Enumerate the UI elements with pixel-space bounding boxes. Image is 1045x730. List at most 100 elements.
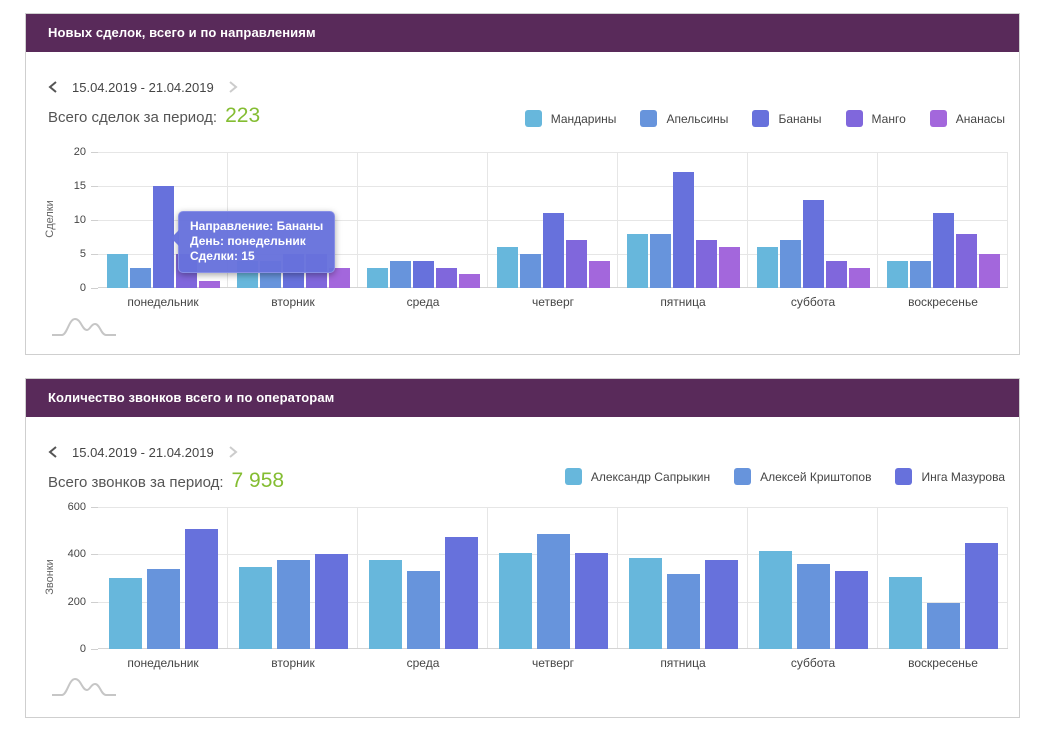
mini-chart-icon[interactable]: [48, 314, 120, 340]
y-tick-mark: [91, 507, 98, 508]
bar-Алексей Криштопов-пятница[interactable]: [666, 574, 700, 649]
legend-swatch: [752, 110, 770, 127]
x-gridline: [1007, 507, 1008, 648]
bar-Инга Мазурова-вторник[interactable]: [314, 554, 348, 649]
date-range-label: 15.04.2019 - 21.04.2019: [72, 444, 214, 460]
bar-Инга Мазурова-среда[interactable]: [444, 536, 478, 649]
bar-Мандарины-понедельник[interactable]: [106, 254, 128, 288]
mini-chart-icon[interactable]: [48, 674, 120, 700]
bar-Ананасы-среда[interactable]: [458, 274, 480, 288]
legend-swatch: [564, 468, 582, 485]
legend-item-Апельсины[interactable]: Апельсины: [640, 110, 728, 127]
bar-Александр Сапрыкин-четверг[interactable]: [498, 553, 532, 649]
bar-Апельсины-пятница[interactable]: [649, 233, 671, 288]
legend-swatch: [524, 110, 542, 127]
bar-Манго-суббота[interactable]: [825, 260, 847, 288]
legend-item-Ананасы[interactable]: Ананасы: [929, 110, 1005, 127]
bar-Ананасы-воскресенье[interactable]: [978, 254, 1000, 288]
x-gridline: [747, 152, 748, 287]
bar-Мандарины-четверг[interactable]: [496, 247, 518, 288]
bar-Ананасы-пятница[interactable]: [718, 247, 740, 288]
legend-item-Инга Мазурова[interactable]: Инга Мазурова: [895, 468, 1005, 485]
bar-Инга Мазурова-пятница[interactable]: [704, 560, 738, 649]
y-tick-mark: [91, 186, 98, 187]
bar-Апельсины-четверг[interactable]: [519, 254, 541, 288]
bar-Бананы-среда[interactable]: [412, 260, 434, 288]
bar-Алексей Криштопов-суббота[interactable]: [796, 563, 830, 649]
bar-Манго-пятница[interactable]: [695, 240, 717, 288]
legend-label: Апельсины: [666, 111, 729, 126]
legend-item-Манго[interactable]: Манго: [845, 110, 906, 127]
bar-Алексей Криштопов-вторник[interactable]: [276, 560, 310, 649]
y-tick-mark: [91, 288, 98, 289]
bar-Инга Мазурова-понедельник[interactable]: [184, 529, 218, 649]
x-gridline: [617, 507, 618, 648]
y-tick-mark: [91, 152, 98, 153]
bar-Манго-среда[interactable]: [435, 267, 457, 288]
legend-item-Бананы[interactable]: Бананы: [752, 110, 822, 127]
bar-Алексей Криштопов-среда[interactable]: [406, 570, 440, 649]
bar-Бананы-воскресенье[interactable]: [932, 213, 954, 288]
summary-value: 7 958: [231, 469, 285, 492]
summary-label: Всего сделок за период:: [48, 109, 218, 126]
bar-Бананы-четверг[interactable]: [542, 213, 564, 288]
bar-Ананасы-четверг[interactable]: [588, 260, 610, 288]
legend-item-Мандарины[interactable]: Мандарины: [524, 110, 616, 127]
chevron-left-icon: [48, 446, 57, 458]
bar-Александр Сапрыкин-пятница[interactable]: [628, 557, 662, 649]
y-gridline: [98, 507, 1008, 508]
bar-Мандарины-суббота[interactable]: [756, 247, 778, 288]
y-tick-label: 0: [79, 282, 86, 294]
y-tick-label: 0: [79, 643, 86, 655]
plot-area: 0 200 400 600 Звонки понедельник вторник среда ч…: [44, 501, 1008, 670]
bar-Алексей Криштопов-четверг[interactable]: [536, 534, 570, 649]
summary-value: 223: [225, 104, 261, 127]
x-category-label: четверг: [532, 295, 574, 309]
prev-period-button[interactable]: [48, 445, 58, 459]
legend-swatch: [734, 468, 752, 485]
bar-Инга Мазурова-четверг[interactable]: [574, 553, 608, 649]
bar-Ананасы-суббота[interactable]: [848, 267, 870, 288]
bar-Бананы-суббота[interactable]: [802, 199, 824, 288]
bar-Манго-четверг[interactable]: [565, 240, 587, 288]
chart-tooltip: Направление: Бананы День: понедельник Сд…: [171, 211, 336, 273]
bar-Ананасы-понедельник[interactable]: [198, 281, 220, 288]
bar-Бананы-пятница[interactable]: [672, 172, 694, 288]
bar-Александр Сапрыкин-среда[interactable]: [368, 560, 402, 649]
next-period-button[interactable]: [228, 445, 238, 459]
bar-Апельсины-понедельник[interactable]: [129, 267, 151, 288]
legend: Мандарины Апельсины Бананы Манго Ананасы: [524, 110, 1005, 127]
bar-Апельсины-среда[interactable]: [389, 260, 411, 288]
bar-Инга Мазурова-воскресенье[interactable]: [964, 542, 998, 649]
next-period-button[interactable]: [228, 80, 238, 94]
bar-Инга Мазурова-суббота[interactable]: [834, 570, 868, 649]
bar-Алексей Криштопов-воскресенье[interactable]: [926, 602, 960, 649]
bar-Ананасы-вторник[interactable]: [328, 267, 350, 288]
x-category-label: среда: [406, 656, 440, 670]
date-range-label: 15.04.2019 - 21.04.2019: [72, 79, 214, 95]
x-gridline: [747, 507, 748, 648]
x-category-label: вторник: [271, 295, 315, 309]
bar-Апельсины-воскресенье[interactable]: [909, 260, 931, 288]
bar-Алексей Криштопов-понедельник[interactable]: [146, 568, 180, 649]
legend-item-Александр Сапрыкин[interactable]: Александр Сапрыкин: [564, 468, 711, 485]
prev-period-button[interactable]: [48, 80, 58, 94]
bar-Мандарины-пятница[interactable]: [626, 233, 648, 288]
bar-Александр Сапрыкин-вторник[interactable]: [238, 567, 272, 649]
bar-Александр Сапрыкин-понедельник[interactable]: [108, 578, 142, 649]
legend-label: Александр Сапрыкин: [590, 469, 711, 484]
bar-Бананы-понедельник[interactable]: [152, 186, 174, 288]
bar-Мандарины-среда[interactable]: [366, 267, 388, 288]
bar-Александр Сапрыкин-воскресенье[interactable]: [888, 576, 922, 649]
bar-Манго-воскресенье[interactable]: [955, 233, 977, 288]
legend-swatch: [929, 110, 947, 127]
tooltip-value-line: Сделки: 15: [190, 249, 255, 263]
y-tick-mark: [91, 220, 98, 221]
x-category-label: суббота: [790, 656, 836, 670]
x-gridline: [877, 152, 878, 287]
x-gridline: [227, 507, 228, 648]
legend-item-Алексей Криштопов[interactable]: Алексей Криштопов: [734, 468, 871, 485]
bar-Апельсины-суббота[interactable]: [779, 240, 801, 288]
bar-Александр Сапрыкин-суббота[interactable]: [758, 550, 792, 649]
bar-Мандарины-воскресенье[interactable]: [886, 260, 908, 288]
